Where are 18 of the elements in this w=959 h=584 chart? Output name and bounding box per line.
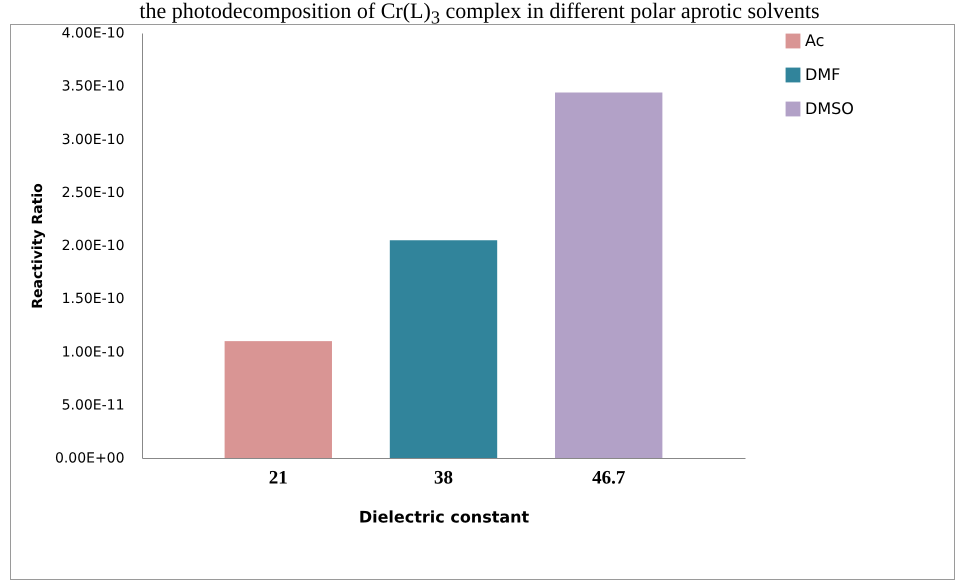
legend-label: Ac	[805, 31, 824, 50]
y-axis-title: Reactivity Ratio	[30, 182, 46, 309]
legend-label: DMSO	[805, 99, 854, 118]
y-tick-label: 3.50E-10	[62, 78, 124, 95]
y-tick-label: 5.00E-11	[62, 397, 124, 414]
y-tick-label: 3.00E-10	[62, 132, 124, 148]
x-tick-label: 21	[268, 468, 288, 488]
y-tick-label: 2.00E-10	[62, 238, 124, 254]
x-tick-label: 38	[434, 468, 453, 488]
y-tick-label: 0.00E+00	[54, 450, 124, 466]
legend-label: DMF	[805, 65, 840, 84]
y-tick-label: 4.00E-10	[62, 26, 124, 42]
x-tick-label: 46.7	[592, 468, 626, 488]
y-tick-label: 1.50E-10	[62, 291, 124, 308]
chart-title: the photodecomposition of Cr(L)$_{3}$ complex in different polar aprotic solvents	[138, 0, 821, 28]
y-tick-label: 1.00E-10	[62, 344, 124, 360]
y-tick-label: 2.50E-10	[62, 184, 124, 201]
x-axis-title: Dielectric constant	[358, 508, 530, 526]
